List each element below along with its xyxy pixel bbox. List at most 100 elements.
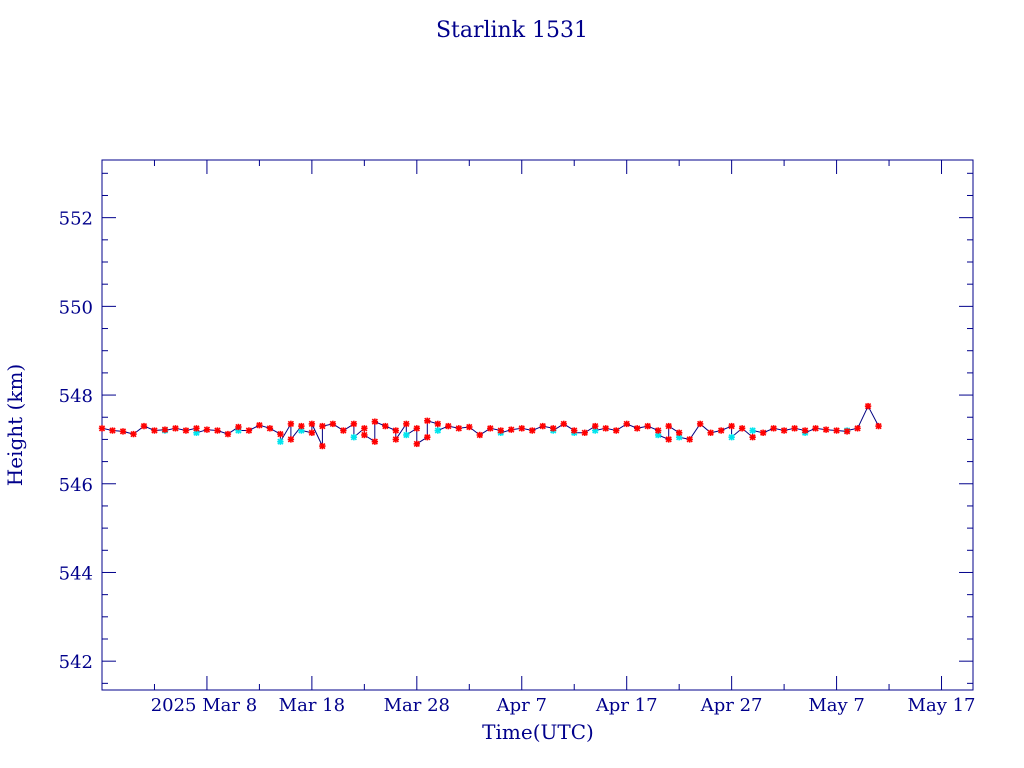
data-point — [780, 427, 788, 434]
y-tick-label: 552 — [59, 209, 93, 230]
data-point — [214, 427, 221, 434]
data-point — [497, 427, 504, 434]
data-point — [812, 425, 819, 432]
data-point — [151, 427, 158, 434]
data-point — [875, 422, 882, 430]
data-point — [487, 425, 494, 432]
data-point — [287, 436, 295, 443]
data-point — [749, 433, 756, 441]
data-point — [319, 442, 326, 450]
data-point — [581, 429, 588, 436]
x-tick-label: May 17 — [908, 695, 976, 716]
data-point — [728, 422, 735, 430]
data-point — [623, 420, 630, 428]
data-point — [843, 428, 851, 435]
data-point — [613, 427, 620, 434]
data-point — [633, 425, 641, 432]
data-point — [287, 420, 295, 428]
data-point — [749, 427, 756, 434]
data-point — [508, 426, 515, 433]
data-point — [350, 433, 358, 441]
data-point — [801, 427, 809, 434]
data-point — [298, 422, 305, 430]
data-point — [319, 422, 326, 430]
data-point — [308, 420, 316, 428]
data-point — [675, 429, 683, 436]
data-point — [665, 422, 672, 430]
data-point — [434, 427, 442, 434]
data-point — [717, 427, 725, 434]
data-point — [665, 436, 672, 443]
data-point — [382, 422, 389, 430]
x-tick-label: May 7 — [808, 695, 865, 716]
data-point — [256, 422, 263, 429]
data-point — [245, 427, 253, 434]
x-tick-label: Mar 28 — [384, 695, 450, 716]
data-point — [854, 425, 861, 432]
data-point — [560, 420, 567, 428]
data-point — [193, 425, 200, 432]
data-point — [413, 425, 421, 432]
data-point — [833, 427, 840, 434]
data-point — [235, 423, 242, 431]
data-point — [172, 425, 179, 432]
y-axis-label: Height (km) — [3, 364, 27, 486]
data-point — [654, 427, 662, 434]
data-point — [266, 425, 274, 432]
data-point — [277, 438, 284, 445]
data-point — [130, 430, 137, 438]
chart-title: Starlink 1531 — [436, 18, 588, 43]
data-point — [592, 422, 599, 430]
y-tick-label: 546 — [59, 475, 93, 496]
data-point — [392, 427, 400, 434]
data-point — [340, 427, 347, 434]
plot-frame — [101, 159, 974, 691]
data-point — [109, 427, 116, 434]
data-point — [224, 430, 232, 438]
data-point — [738, 425, 746, 432]
data-point — [686, 436, 693, 443]
data-point — [182, 427, 190, 434]
data-point — [413, 440, 421, 448]
data-point — [161, 426, 169, 433]
data-point — [277, 430, 284, 438]
tick-labels: 542 544 546 548 550 552 2025 Mar 8 Mar 18 Mar 28… — [59, 209, 976, 716]
x-axis-label: Time(UTC) — [482, 720, 594, 744]
data-point — [455, 425, 462, 432]
data-point — [539, 422, 546, 430]
data-point — [518, 425, 525, 432]
data-point — [119, 428, 127, 435]
y-tick-label: 542 — [59, 652, 93, 673]
data-point — [696, 420, 704, 428]
data-point — [822, 426, 830, 433]
data-point — [445, 422, 452, 430]
data-point — [864, 402, 872, 410]
data-point — [140, 422, 148, 430]
data-point — [403, 420, 410, 428]
data-point — [361, 431, 368, 439]
data-point — [550, 425, 557, 432]
axis-ticks — [102, 160, 973, 690]
data-point — [424, 433, 431, 441]
data-point — [424, 417, 431, 424]
data-point — [707, 429, 714, 436]
data-point — [434, 420, 442, 428]
data-point — [308, 429, 316, 436]
x-tick-label: Apr 17 — [595, 695, 658, 716]
y-tick-label: 544 — [59, 563, 93, 584]
data-point — [329, 420, 337, 428]
data-point — [602, 425, 609, 432]
data-point — [371, 418, 379, 425]
data-point — [98, 425, 106, 432]
data-point — [392, 436, 400, 443]
data-point — [403, 431, 410, 439]
data-point — [361, 425, 368, 432]
data-point — [644, 422, 651, 430]
data-point — [350, 420, 358, 428]
data-point — [791, 425, 798, 432]
x-tick-label: Mar 18 — [279, 695, 345, 716]
y-tick-label: 548 — [59, 386, 93, 407]
data-point — [770, 425, 777, 432]
data-point — [466, 423, 473, 431]
